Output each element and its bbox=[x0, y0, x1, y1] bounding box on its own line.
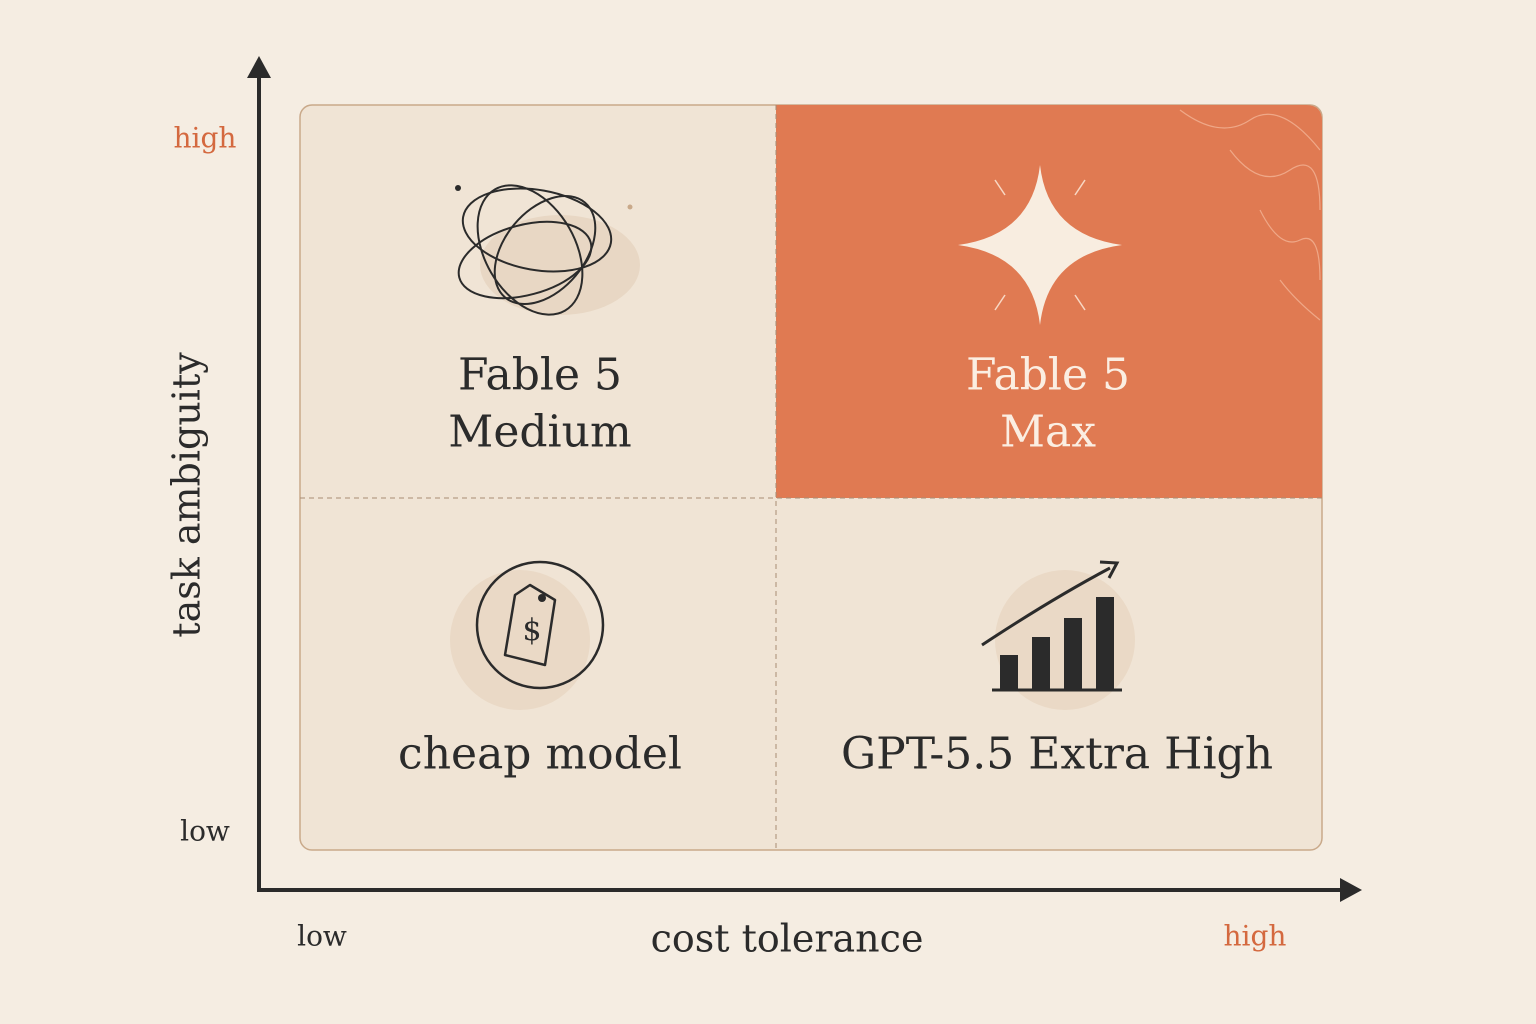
bar-chart-icon bbox=[981, 560, 1135, 710]
y-arrow bbox=[247, 56, 271, 78]
x-arrow bbox=[1340, 878, 1362, 902]
quadrant-label: Medium bbox=[448, 407, 631, 458]
dollar-sign: $ bbox=[522, 613, 541, 648]
y-axis-label: task ambiguity bbox=[165, 352, 209, 638]
tangle-icon bbox=[455, 184, 640, 316]
star-icon bbox=[958, 165, 1122, 325]
x-low: low bbox=[297, 920, 347, 953]
price-tag-icon: $ bbox=[450, 560, 605, 710]
quadrant-label: GPT-5.5 Extra High bbox=[841, 729, 1273, 780]
quadrant-label: Fable 5 bbox=[458, 350, 622, 401]
decor-waves bbox=[1179, 109, 1321, 321]
quadrant-label: Max bbox=[1000, 407, 1096, 458]
y-low: low bbox=[180, 815, 230, 848]
x-axis-label: cost tolerance bbox=[651, 917, 924, 961]
highlight-quadrant bbox=[776, 105, 1322, 498]
y-high: high bbox=[174, 122, 237, 155]
x-high: high bbox=[1224, 920, 1287, 953]
quadrant-label: Fable 5 bbox=[966, 350, 1130, 401]
quadrant-label: cheap model bbox=[398, 729, 682, 780]
